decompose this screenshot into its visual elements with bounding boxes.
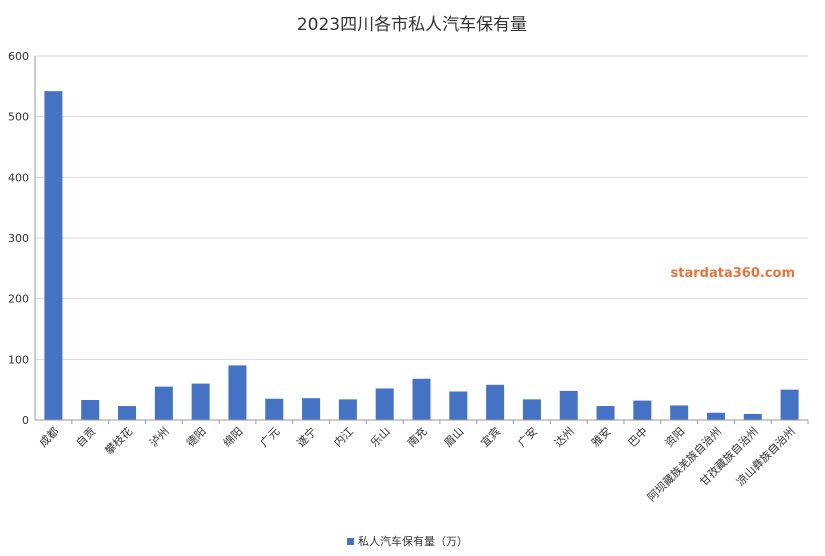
x-category-label: 自贡 (74, 425, 99, 450)
x-category-label: 广元 (258, 425, 283, 450)
y-tick-label: 300 (8, 232, 29, 245)
y-axis: 0 100 200 300 400 500 600 (8, 50, 29, 427)
x-category-label: 资阳 (663, 425, 688, 450)
bar (449, 391, 468, 420)
y-tick-label: 0 (22, 414, 29, 427)
bar (375, 388, 394, 420)
x-category-label: 广安 (515, 424, 540, 449)
x-category-label: 乐山 (368, 425, 393, 450)
y-tick-label: 400 (8, 171, 29, 184)
x-category-label: 达州 (552, 425, 577, 450)
x-category-label: 攀枝花 (102, 424, 135, 457)
chart-title: 2023四川各市私人汽车保有量 (297, 15, 527, 35)
x-category-label: 成都 (37, 425, 62, 450)
bar (154, 386, 173, 420)
watermark: stardata360.com (671, 266, 795, 281)
bar (706, 412, 725, 420)
x-category-label: 南充 (404, 424, 429, 449)
bar (559, 390, 578, 420)
x-category-label: 绵阳 (220, 424, 245, 449)
bar (228, 365, 247, 420)
bar (265, 398, 284, 420)
legend-label: 私人汽车保有量（万） (358, 534, 468, 548)
legend-swatch (347, 538, 354, 545)
x-category-label: 遂宁 (294, 424, 319, 449)
bar (338, 399, 357, 420)
x-category-label: 雅安 (588, 424, 613, 449)
x-axis: 成都 自贡 攀枝花 泸州 德阳 绵阳 广元 遂宁 内江 乐山 南充 眉山 宜宾 广安 达州 雅安 巴中 资阳阿坝藏… (37, 420, 809, 504)
bar (302, 398, 321, 420)
x-category-label: 德阳 (183, 424, 208, 449)
bar (670, 405, 689, 420)
y-tick-label: 600 (8, 50, 29, 63)
gridlines (35, 55, 808, 360)
y-tick-label: 100 (8, 353, 29, 366)
bar (743, 413, 762, 420)
x-category-label: 内江 (331, 424, 356, 449)
x-category-label: 巴中 (626, 425, 651, 450)
bar (596, 406, 615, 420)
bar (633, 400, 652, 420)
bar (191, 383, 210, 420)
x-category-label: 泸州 (147, 425, 172, 450)
bars (44, 91, 799, 420)
x-category-label: 宜宾 (478, 424, 503, 449)
bar (486, 384, 505, 420)
y-tick-label: 200 (8, 293, 29, 306)
y-tick-label: 500 (8, 111, 29, 124)
bar (412, 378, 431, 420)
bar (780, 389, 799, 420)
bar (118, 406, 137, 420)
x-category-label: 眉山 (442, 425, 467, 450)
bar (522, 399, 541, 420)
legend: 私人汽车保有量（万） (347, 534, 468, 548)
bar (81, 399, 100, 420)
bar (44, 91, 63, 420)
